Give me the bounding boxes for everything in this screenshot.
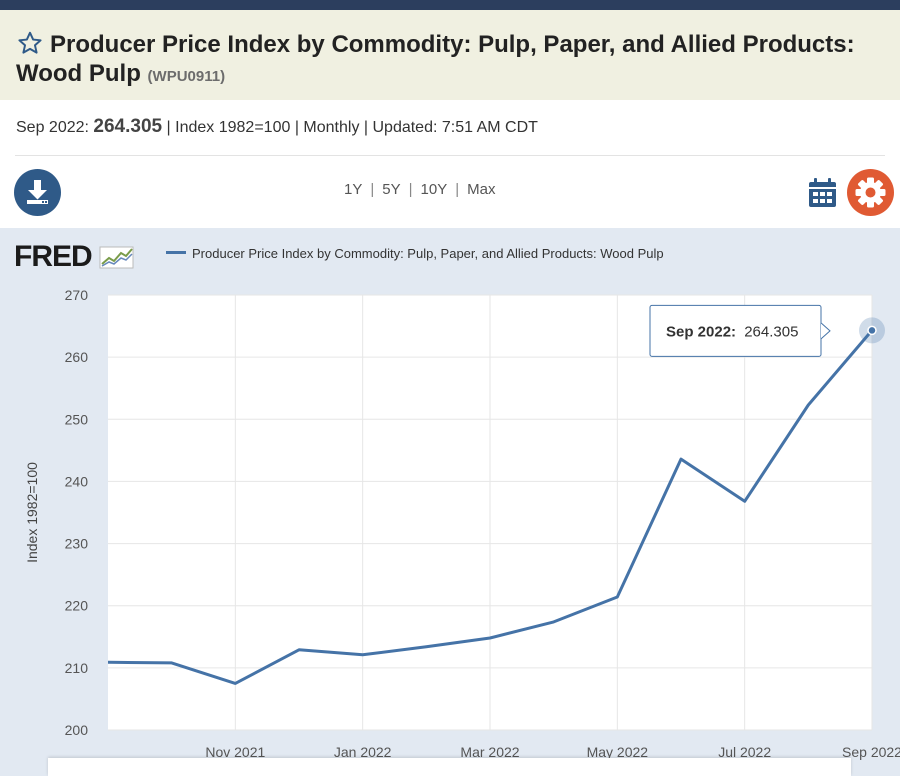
title-line-2: Wood Pulp — [16, 60, 141, 87]
title-line-1: Producer Price Index by Commodity: Pulp,… — [50, 31, 855, 58]
svg-text:Sep 2022: 264.305: Sep 2022: 264.305 — [666, 323, 798, 340]
series-id: (WPU0911) — [147, 68, 226, 85]
observation-date: Sep 2022: — [16, 119, 89, 136]
y-tick-label: 260 — [65, 349, 89, 365]
page-title: Producer Price Index by Commodity: Pulp,… — [16, 30, 884, 91]
x-tick-label: Mar 2022 — [460, 744, 519, 760]
range-10y[interactable]: 10Y — [420, 181, 448, 198]
tooltip-date: Sep 2022: — [666, 323, 736, 340]
chart-legend: Producer Price Index by Commodity: Pulp,… — [166, 246, 664, 261]
info-card — [48, 758, 851, 776]
date-range-selector: 1Y | 5Y | 10Y | Max — [344, 181, 496, 198]
observation-details: | Index 1982=100 | Monthly | Updated: 7:… — [166, 119, 538, 136]
star-icon[interactable] — [16, 30, 44, 56]
y-tick-label: 220 — [65, 598, 89, 614]
fred-logo-text: FRED — [14, 240, 93, 273]
y-axis-label: Index 1982=100 — [24, 462, 40, 563]
x-tick-label: May 2022 — [587, 744, 649, 760]
observation-value: 264.305 — [93, 116, 163, 137]
y-tick-label: 250 — [65, 411, 89, 427]
calendar-icon — [809, 178, 836, 207]
data-point[interactable] — [867, 325, 877, 336]
x-tick-label: Jul 2022 — [718, 744, 771, 760]
observation-meta: Sep 2022: 264.305 | Index 1982=100 | Mon… — [16, 116, 538, 138]
divider — [15, 155, 885, 156]
calendar-button[interactable] — [808, 177, 837, 208]
settings-button[interactable] — [847, 169, 894, 216]
tooltip: Sep 2022: 264.305 — [649, 304, 831, 357]
tooltip-value: 264.305 — [744, 323, 798, 340]
fred-chart-logo-icon — [99, 246, 134, 269]
y-tick-label: 230 — [65, 536, 89, 552]
y-tick-label: 210 — [65, 660, 89, 676]
download-icon — [27, 180, 48, 204]
y-tick-label: 200 — [65, 722, 89, 738]
download-button[interactable] — [14, 169, 61, 216]
range-max[interactable]: Max — [467, 181, 496, 198]
fred-logo: FRED — [14, 240, 135, 274]
range-5y[interactable]: 5Y — [382, 181, 401, 198]
legend-swatch — [166, 251, 186, 254]
x-tick-label: Jan 2022 — [334, 744, 392, 760]
series-line — [107, 329, 874, 685]
top-bar — [0, 0, 900, 10]
gear-icon — [855, 177, 886, 208]
x-tick-label: Nov 2021 — [205, 744, 265, 760]
range-1y[interactable]: 1Y — [344, 181, 363, 198]
y-tick-label: 240 — [65, 473, 89, 489]
y-tick-label: 270 — [65, 287, 89, 303]
x-tick-label: Sep 2022 — [842, 744, 900, 760]
title-box: Producer Price Index by Commodity: Pulp,… — [0, 10, 900, 100]
legend-label: Producer Price Index by Commodity: Pulp,… — [192, 246, 664, 261]
